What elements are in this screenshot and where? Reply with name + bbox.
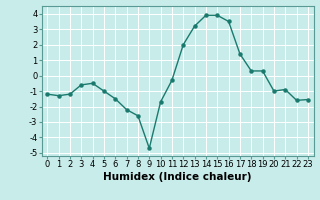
X-axis label: Humidex (Indice chaleur): Humidex (Indice chaleur) (103, 172, 252, 182)
